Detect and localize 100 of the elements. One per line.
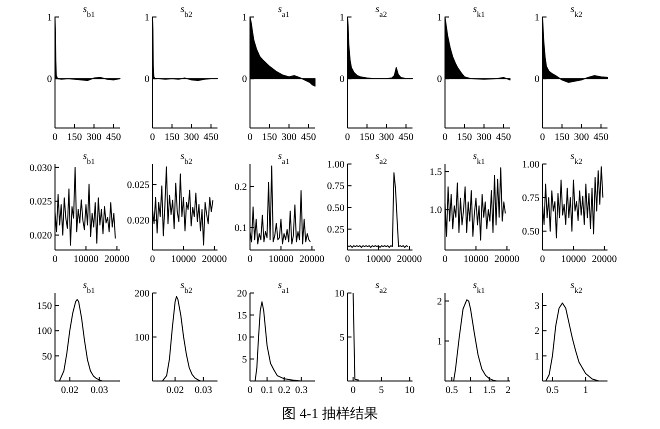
x-tick-label: 450: [301, 132, 316, 143]
y-tick-label: 1: [340, 12, 344, 24]
text: 图 4-1 抽样结果: [282, 406, 378, 422]
y-tick-label: 1.00: [327, 160, 344, 170]
y-tick-label: 1.00: [522, 160, 540, 170]
x-tick-label: 20000: [202, 254, 227, 265]
y-tick-label: 1.5: [430, 167, 442, 178]
x-tick-label: 10000: [366, 254, 391, 265]
x-tick-label: 2: [506, 385, 511, 396]
chart-title: s$_{k1}$: [473, 151, 485, 166]
x-tick-label: 300: [476, 132, 492, 143]
x-tick-label: 20000: [299, 254, 324, 265]
y-tick-label: 0.2: [234, 182, 247, 194]
x-tick-label: 1.5: [483, 385, 496, 396]
x-tick-label: 0.03: [194, 385, 212, 396]
y-tick-label: 100: [134, 332, 150, 344]
y-tick-label: 0.020: [127, 216, 150, 227]
y-tick-label: 1: [437, 12, 442, 24]
chart-title: s$_{b1}$: [83, 151, 95, 166]
x-tick-label: 0.03: [90, 385, 108, 396]
y-tick-label: 0.50: [327, 202, 344, 214]
x-tick-label: 450: [496, 132, 511, 143]
x-tick-label: 10000: [560, 254, 586, 265]
chart-title: s$_{a2}$: [376, 4, 387, 18]
y-tick-label: 1: [534, 351, 540, 362]
y-tick-label: 1: [437, 336, 442, 348]
x-tick-label: 300: [379, 132, 394, 143]
chart-title: s$_{a1}$: [278, 4, 290, 18]
x-tick-label: 10000: [73, 254, 98, 265]
x-tick-label: 10000: [170, 254, 196, 265]
y-tick-label: 1: [47, 12, 52, 24]
y-tick-label: 200: [134, 288, 150, 300]
line-series: [54, 166, 116, 246]
x-tick-label: 150: [554, 132, 570, 143]
chart-title: s$_{k1}$: [473, 4, 485, 18]
y-tick-label: 1: [242, 12, 247, 24]
chart-title: s$_{a1}$: [278, 151, 290, 166]
y-tick-label: 5: [340, 332, 344, 344]
y-tick-label: 0.50: [522, 226, 540, 238]
y-tick-label: 10: [237, 332, 247, 344]
x-tick-label: 10: [404, 385, 415, 396]
y-tick-label: 0.25: [327, 224, 344, 236]
x-tick-label: 0.02: [61, 385, 79, 396]
y-tick-label: 0.75: [522, 193, 540, 204]
x-tick-label: 450: [398, 132, 414, 143]
chart-title: s$_{a2}$: [376, 151, 387, 166]
x-tick-label: 150: [457, 132, 472, 143]
y-tick-label: 0.025: [127, 180, 150, 192]
x-tick-label: 10000: [463, 254, 488, 265]
y-tick-label: 0.1: [234, 222, 247, 234]
x-tick-label: 0.3: [295, 385, 308, 396]
y-tick-label: 0: [534, 74, 540, 86]
x-tick-label: 0.1: [260, 385, 274, 396]
y-tick-label: 15: [237, 310, 247, 322]
x-tick-label: 10000: [268, 254, 294, 265]
chart-title: s$_{b2}$: [180, 4, 192, 18]
x-tick-label: 0.02: [166, 385, 184, 396]
x-tick-label: 20000: [592, 254, 617, 265]
x-tick-label: 150: [262, 132, 277, 143]
x-tick-label: 0.5: [546, 385, 559, 396]
y-tick-label: 2: [534, 326, 540, 338]
y-tick-label: 0.025: [30, 196, 52, 208]
y-tick-label: 0.020: [30, 230, 52, 242]
x-tick-label: 150: [360, 132, 374, 143]
x-tick-label: 300: [574, 132, 589, 143]
x-tick-label: 20000: [396, 254, 422, 265]
x-tick-label: 0.5: [446, 385, 458, 396]
y-tick-label: 50: [42, 351, 52, 362]
y-tick-label: 0: [144, 74, 150, 86]
line-series: [250, 166, 311, 244]
chart-title: s$_{k2}$: [570, 280, 582, 294]
y-tick-label: 0.75: [327, 181, 344, 192]
chart-title: s$_{a1}$: [278, 280, 290, 294]
x-tick-label: 450: [106, 132, 121, 143]
y-tick-label: 2: [437, 296, 442, 308]
line-series: [152, 166, 214, 246]
y-tick-label: 1.0: [430, 205, 442, 216]
chart-title: s$_{k1}$: [473, 280, 485, 294]
x-tick-label: 0.2: [278, 385, 290, 396]
x-tick-label: 300: [86, 132, 102, 143]
x-tick-label: 150: [67, 132, 82, 143]
x-tick-label: 300: [282, 132, 296, 143]
y-tick-label: 0: [242, 74, 247, 86]
y-tick-label: 0: [47, 74, 52, 86]
chart-title: s$_{b1}$: [83, 4, 95, 18]
x-tick-label: 150: [164, 132, 180, 143]
y-tick-label: 20: [237, 288, 247, 300]
y-tick-label: 0: [437, 74, 442, 86]
x-tick-label: 300: [184, 132, 199, 143]
y-tick-label: 150: [37, 301, 52, 312]
y-tick-label: 0: [340, 74, 344, 86]
x-tick-label: 0: [350, 385, 356, 396]
x-tick-label: 20000: [104, 254, 130, 265]
y-tick-label: 3: [534, 301, 540, 312]
x-tick-label: 20000: [494, 254, 520, 265]
x-tick-label: 450: [204, 132, 218, 143]
x-tick-label: 450: [594, 132, 608, 143]
chart-title: s$_{k2}$: [570, 151, 582, 166]
chart-title: s$_{b1}$: [83, 280, 95, 294]
y-tick-label: 10: [334, 288, 344, 300]
